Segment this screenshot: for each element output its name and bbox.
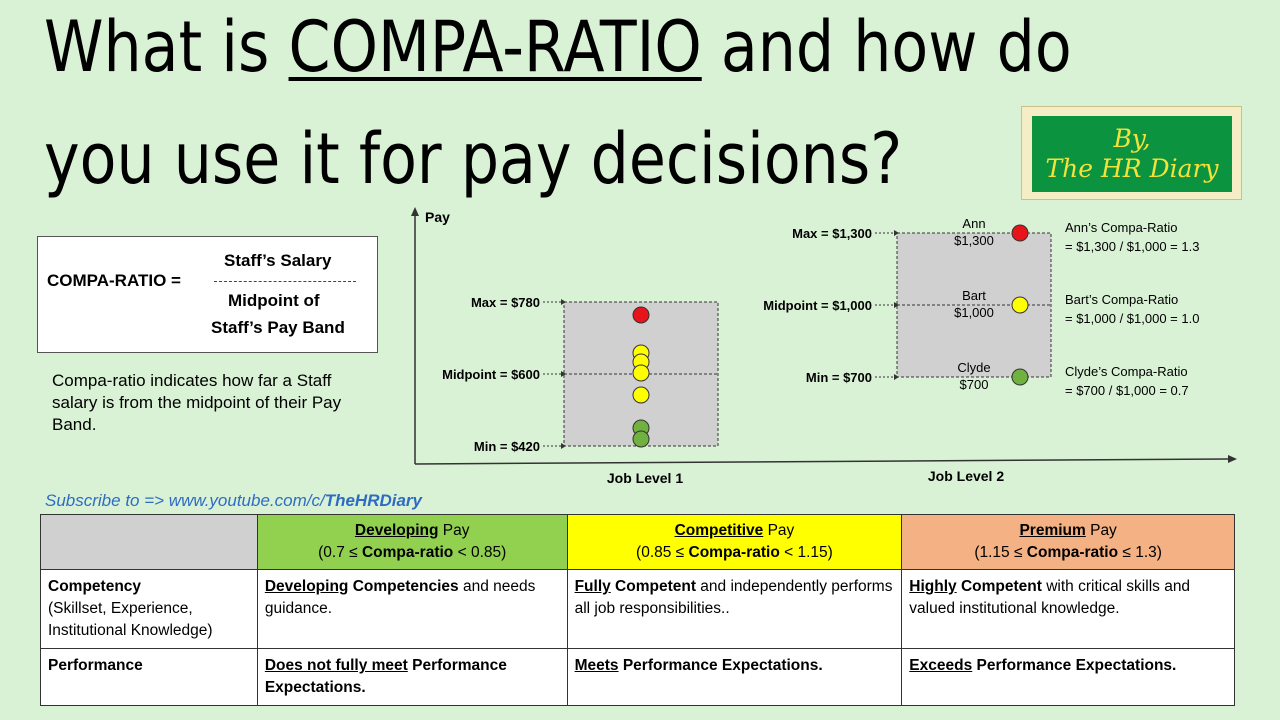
cell-performance-premium: Exceeds Performance Expectations. — [901, 648, 1235, 706]
midpoint-label: Midpoint = $1,000 — [763, 298, 872, 313]
cell-competency-competitive: Fully Competent and independently perfor… — [566, 569, 903, 649]
min-label-arrowhead — [561, 443, 566, 449]
title-line-1: What is COMPA-RATIO and how do — [44, 6, 1072, 88]
table-row-competency: Competency (Skillset, Experience, Institu… — [40, 569, 1235, 649]
fraction-bar — [214, 281, 356, 282]
header-premium: Premium Pay (1.15 ≤ Compa-ratio ≤ 1.3) — [901, 514, 1235, 570]
midpoint-label-arrowhead — [894, 302, 899, 308]
title-line-2: you use it for pay decisions? — [44, 118, 903, 200]
employee-name: Bart — [962, 288, 986, 303]
header-blank-cell — [40, 514, 258, 570]
employee-salary: $700 — [960, 377, 989, 392]
pay-rubric-table: Developing Pay (0.7 ≤ Compa-ratio < 0.85… — [40, 514, 1235, 706]
employee-name: Ann — [962, 216, 985, 231]
job-level-label: Job Level 1 — [607, 470, 683, 486]
max-label-arrowhead — [894, 230, 899, 236]
cell-performance-competitive: Meets Performance Expectations. — [566, 648, 903, 706]
table-header-row: Developing Pay (0.7 ≤ Compa-ratio < 0.85… — [40, 514, 1235, 570]
min-label: Min = $700 — [806, 370, 872, 385]
compa-note-formula: = $1,300 / $1,000 = 1.3 — [1065, 239, 1199, 254]
formula-box: COMPA-RATIO = Staff’s Salary Midpoint of… — [37, 236, 378, 353]
min-label-arrowhead — [894, 374, 899, 380]
compa-note-formula: = $1,000 / $1,000 = 1.0 — [1065, 311, 1199, 326]
row-label-performance: Performance — [40, 648, 258, 706]
y-axis-label: Pay — [425, 209, 450, 225]
employee-name: Clyde — [957, 360, 990, 375]
max-label: Max = $1,300 — [792, 226, 872, 241]
compa-note-title: Ann’s Compa-Ratio — [1065, 220, 1177, 235]
badge-line-1: By, — [1113, 124, 1151, 153]
cell-competency-developing: Developing Competencies and needs guidan… — [256, 569, 568, 649]
compa-note-formula: = $700 / $1,000 = 0.7 — [1065, 383, 1189, 398]
compa-note-title: Bart’s Compa-Ratio — [1065, 292, 1178, 307]
job-level-label: Job Level 2 — [928, 468, 1004, 484]
compa-note-title: Clyde’s Compa-Ratio — [1065, 364, 1188, 379]
formula-denominator-2: Staff’s Pay Band — [211, 318, 345, 337]
employee-dot — [632, 364, 650, 382]
min-label: Min = $420 — [474, 439, 540, 454]
header-developing: Developing Pay (0.7 ≤ Compa-ratio < 0.85… — [256, 514, 568, 570]
subscribe-link[interactable]: Subscribe to => www.youtube.com/c/TheHRD… — [45, 491, 423, 510]
cell-performance-developing: Does not fully meet Performance Expectat… — [256, 648, 568, 706]
employee-dot — [1011, 224, 1029, 242]
cell-competency-premium: Highly Competent with critical skills an… — [901, 569, 1235, 649]
y-axis-arrow — [411, 207, 419, 216]
max-label: Max = $780 — [471, 295, 540, 310]
x-axis-arrow — [1228, 455, 1237, 463]
formula-numerator: Staff’s Salary — [224, 251, 332, 270]
formula-lhs: COMPA-RATIO = — [47, 271, 181, 290]
max-label-arrowhead — [561, 299, 566, 305]
employee-salary: $1,300 — [954, 233, 994, 248]
header-competitive: Competitive Pay (0.85 ≤ Compa-ratio < 1.… — [566, 514, 903, 570]
formula-denominator-1: Midpoint of — [228, 291, 320, 310]
title-highlight: COMPA-RATIO — [288, 6, 702, 88]
table-row-performance: Performance Does not fully meet Performa… — [40, 648, 1235, 706]
row-label-competency: Competency (Skillset, Experience, Institu… — [40, 569, 258, 649]
midpoint-label: Midpoint = $600 — [442, 367, 540, 382]
x-axis — [414, 458, 1229, 465]
explanation-text: Compa-ratio indicates how far a Staff sa… — [52, 371, 342, 434]
employee-dot — [1011, 296, 1029, 314]
badge-line-2: The HR Diary — [1045, 154, 1219, 183]
employee-dot — [632, 430, 650, 448]
employee-dot — [632, 386, 650, 404]
pay-band-chart: Pay Max = $780 Midpoint = $600 Min = $420 Jo… — [411, 207, 1237, 486]
employee-dot — [1011, 368, 1029, 386]
author-badge: By, The HR Diary — [1021, 106, 1242, 200]
employee-dot — [632, 306, 650, 324]
employee-salary: $1,000 — [954, 305, 994, 320]
midpoint-label-arrowhead — [561, 371, 566, 377]
